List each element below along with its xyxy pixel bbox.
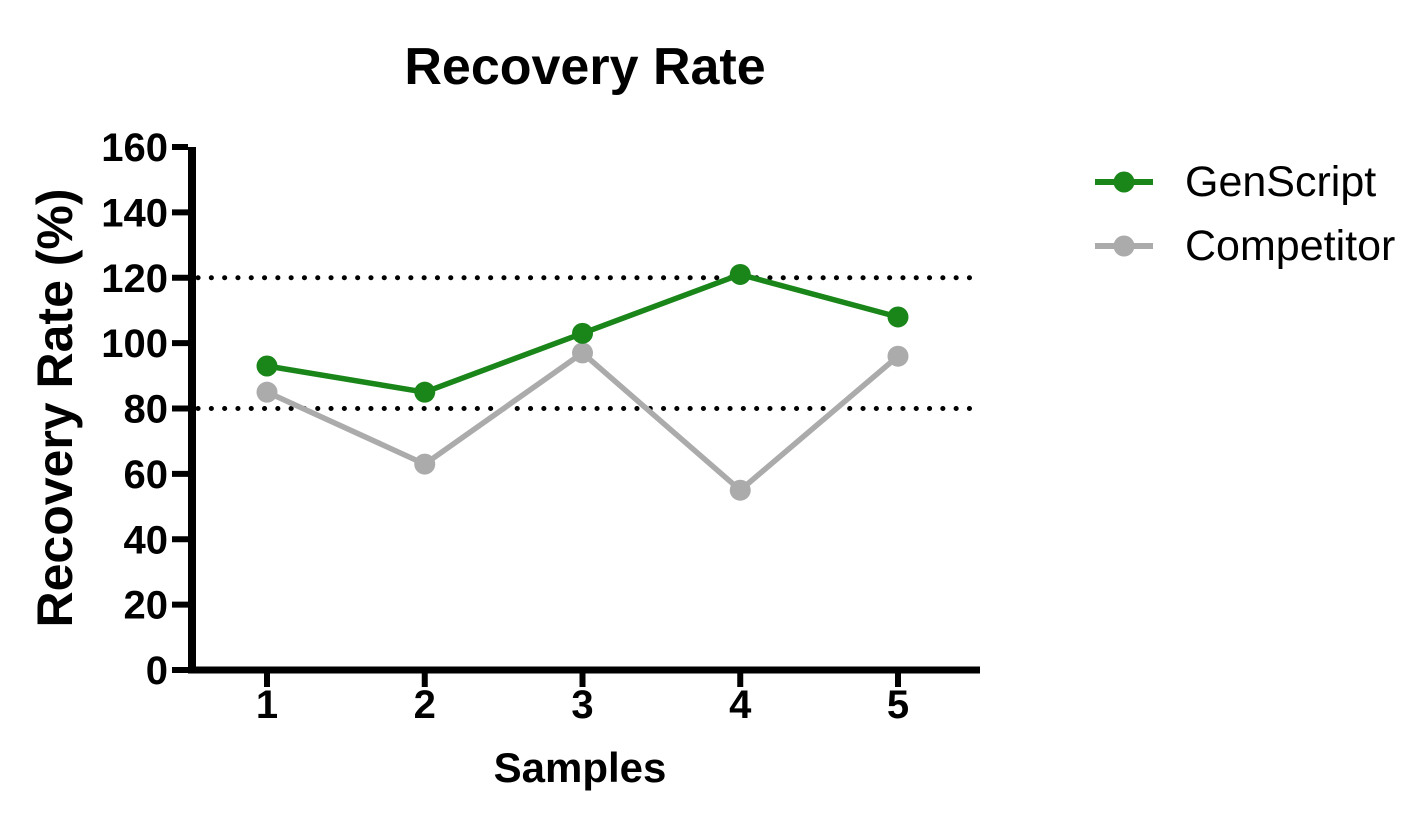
data-point-genscript	[572, 322, 593, 344]
data-point-competitor	[887, 345, 909, 367]
y-tick-label: 80	[124, 388, 169, 432]
y-tick-label: 140	[101, 191, 168, 235]
x-tick-label: 3	[571, 683, 593, 727]
y-tick-label: 60	[124, 453, 169, 497]
y-tick-label: 0	[146, 649, 168, 693]
series-line-competitor	[265, 350, 900, 493]
chart-title: Recovery Rate	[404, 38, 765, 96]
legend-label: Competitor	[1185, 222, 1395, 270]
data-point-genscript	[887, 306, 909, 328]
y-tick-label: 20	[124, 584, 169, 628]
y-tick-label: 160	[101, 126, 168, 170]
legend-marker-icon	[1113, 235, 1135, 257]
y-tick-label: 40	[124, 518, 169, 562]
data-point-genscript	[729, 263, 751, 285]
y-tick-label: 120	[101, 257, 168, 301]
x-tick-label: 1	[256, 683, 278, 727]
x-tick-label: 4	[729, 683, 752, 727]
data-point-competitor	[414, 453, 436, 475]
x-axis-label: Samples	[494, 744, 667, 791]
data-point-genscript	[414, 381, 436, 403]
data-point-competitor	[572, 342, 593, 364]
data-point-competitor	[729, 479, 751, 501]
y-tick-label: 100	[101, 322, 168, 366]
legend-marker-icon	[1113, 171, 1135, 193]
y-axis-label: Recovery Rate (%)	[27, 188, 83, 627]
data-series	[256, 263, 909, 501]
legend-label: GenScript	[1185, 158, 1376, 206]
reference-lines	[195, 275, 981, 411]
x-axis-ticks: 1 2 3 4 5	[256, 673, 909, 727]
x-tick-label: 2	[414, 683, 436, 727]
x-tick-label: 5	[887, 683, 909, 727]
y-axis-ticks: 0 20 40 60 80 100 120 140 160	[101, 126, 188, 693]
legend: GenScript Competitor	[1095, 158, 1395, 270]
data-point-genscript	[256, 355, 278, 377]
data-point-competitor	[256, 381, 278, 403]
